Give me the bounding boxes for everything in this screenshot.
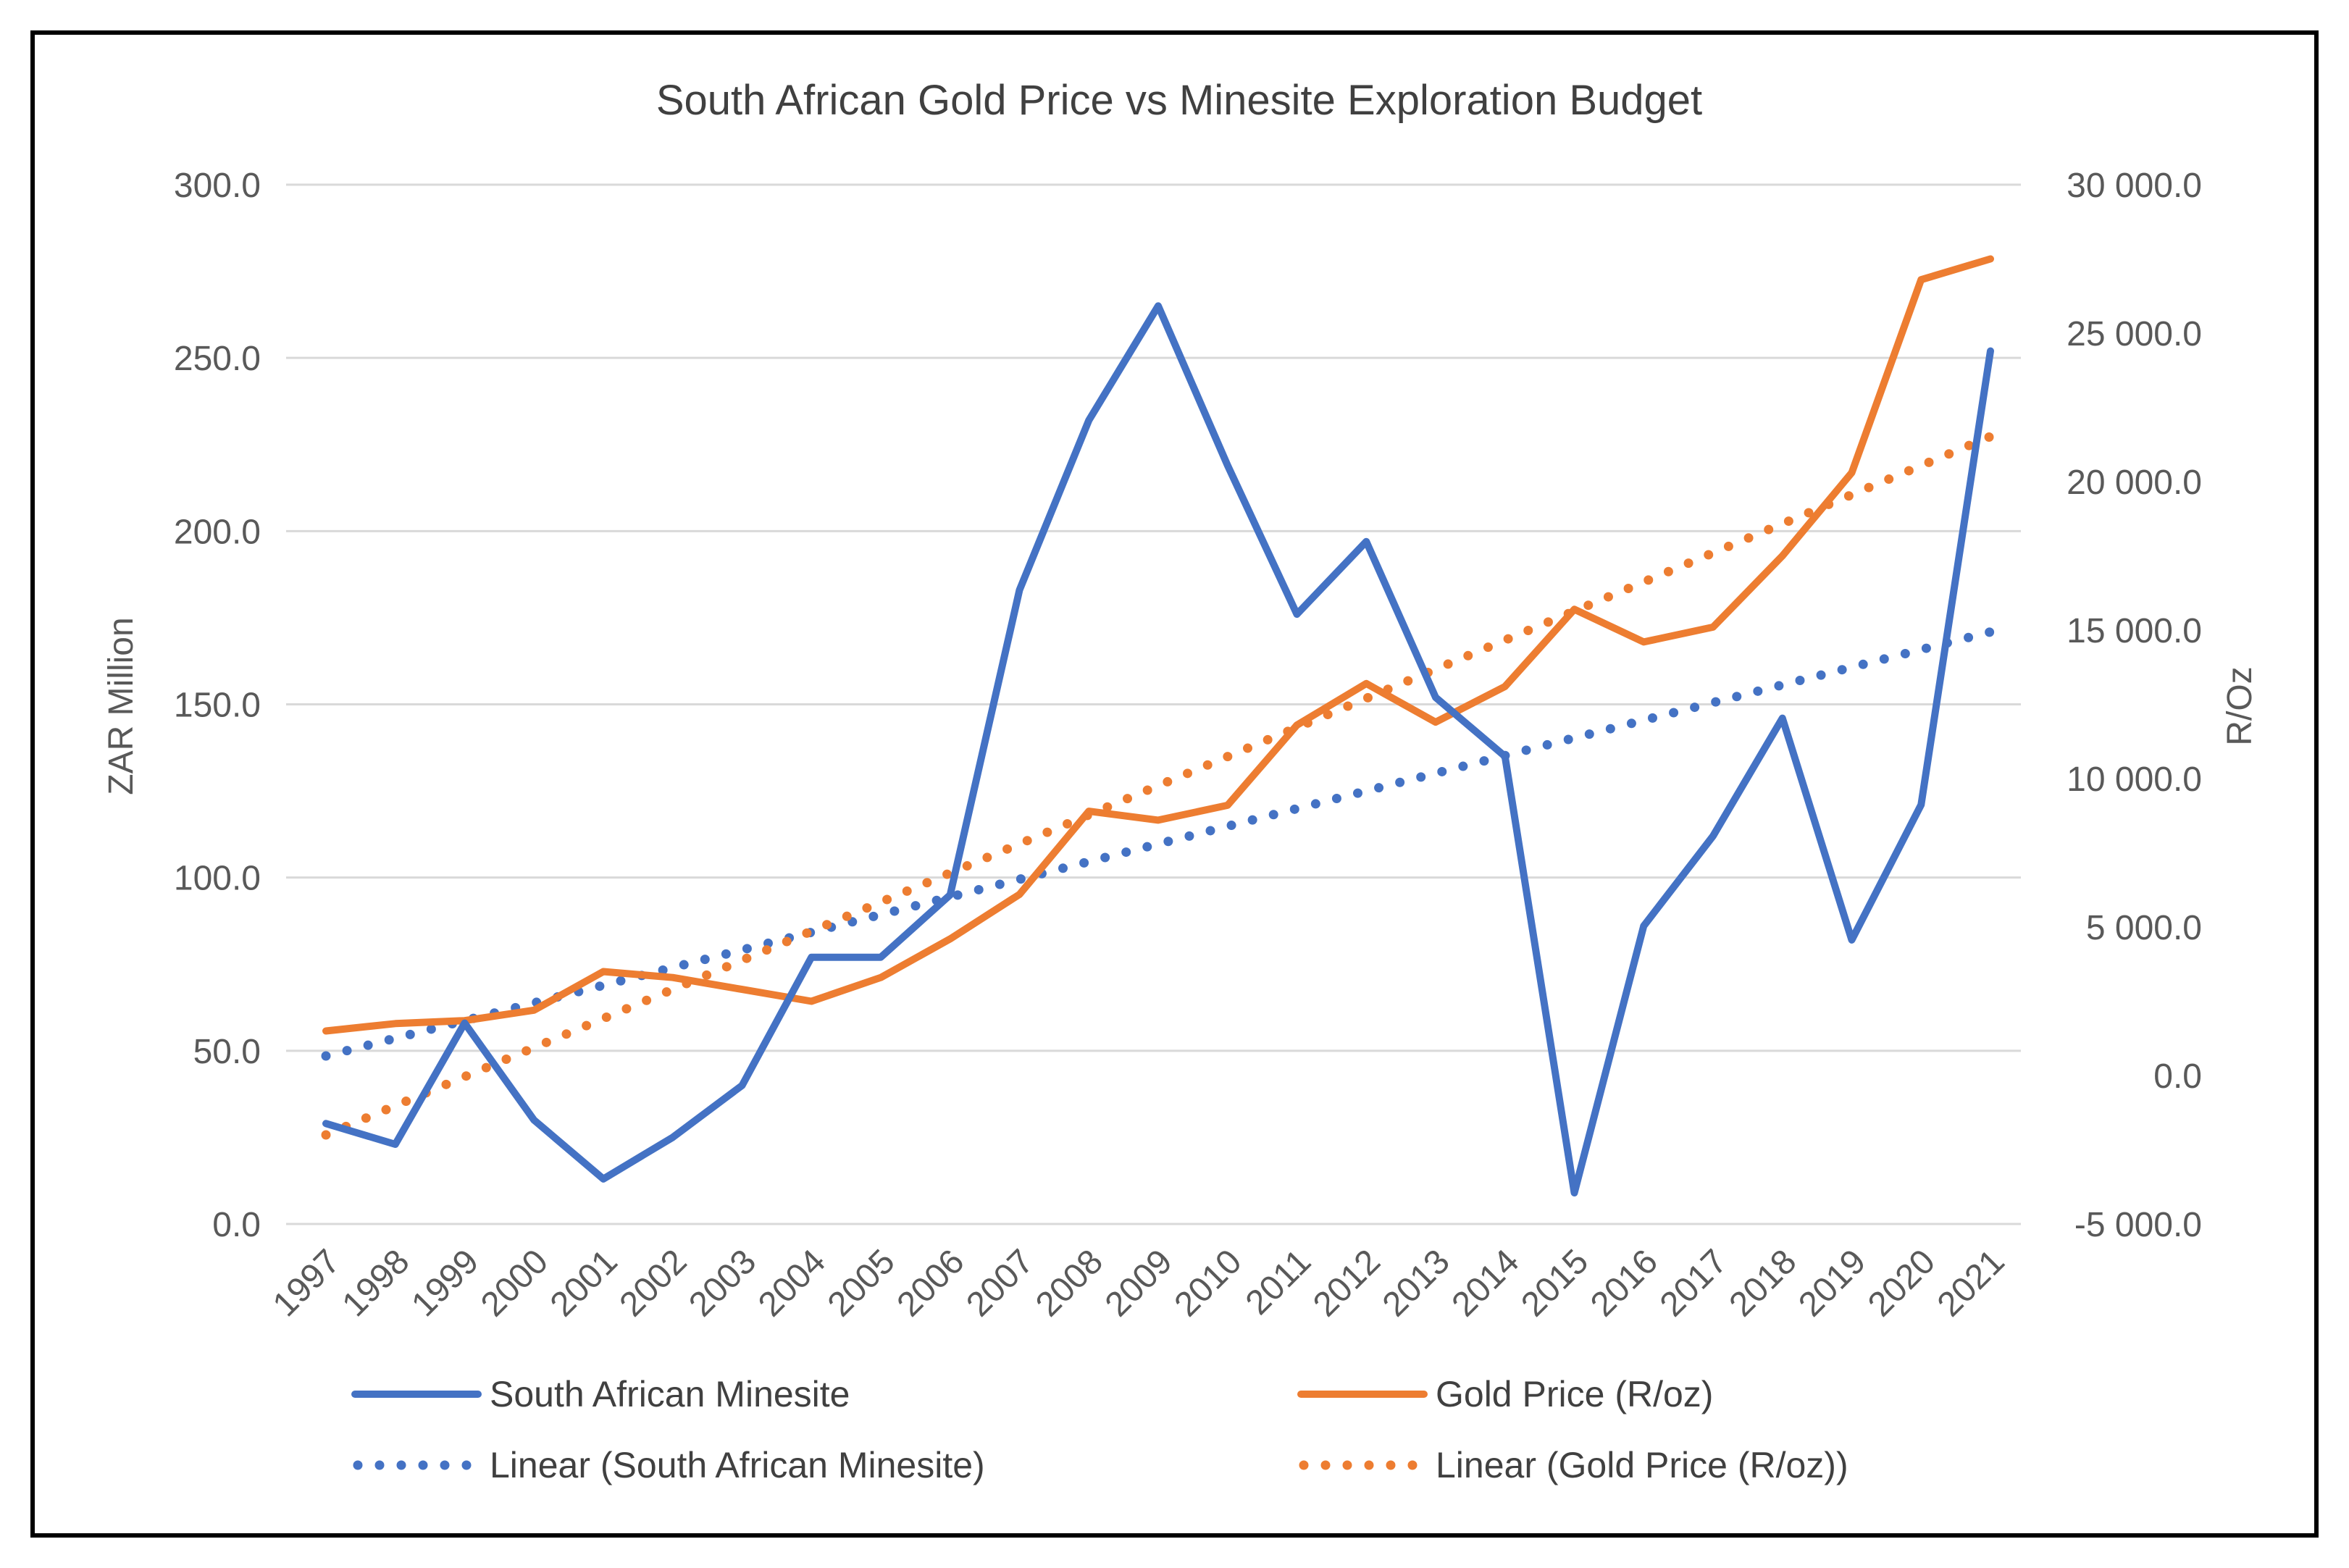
chart-frame — [30, 30, 2319, 1538]
right-tick-label: 0.0 — [2153, 1057, 2202, 1096]
legend-label-linear-minesite: Linear (South African Minesite) — [490, 1445, 985, 1485]
left-tick-label: 200.0 — [174, 513, 261, 551]
legend-label-gold-price: Gold Price (R/oz) — [1436, 1374, 1713, 1414]
series-line-0 — [322, 302, 1994, 1196]
legend: South African Minesite Gold Price (R/oz)… — [351, 1374, 1848, 1485]
gridlines — [286, 183, 2021, 1225]
left-tick-label: 300.0 — [174, 167, 261, 205]
left-tick-label: 50.0 — [193, 1033, 261, 1071]
right-axis-title: R/Oz — [2221, 666, 2259, 745]
left-axis-title: ZAR Million — [102, 617, 141, 795]
series-line-1 — [322, 255, 1994, 1035]
left-tick-label: 150.0 — [174, 687, 261, 725]
left-tick-label: 0.0 — [212, 1206, 261, 1244]
right-tick-label: 30 000.0 — [2067, 167, 2202, 205]
right-tick-label: -5 000.0 — [2074, 1206, 2202, 1244]
right-tick-label: 20 000.0 — [2067, 464, 2202, 502]
right-tick-label: 5 000.0 — [2086, 909, 2202, 947]
right-axis-ticks: -5 000.0 0.0 5 000.0 10 000.0 15 000.0 20 000… — [2067, 167, 2202, 1244]
series-line-3 — [321, 432, 1996, 1140]
series-layer — [321, 255, 1996, 1196]
right-tick-label: 25 000.0 — [2067, 315, 2202, 353]
right-tick-label: 15 000.0 — [2067, 612, 2202, 650]
left-axis-ticks: 0.0 50.0 100.0 150.0 200.0 250.0 300.0 — [174, 167, 261, 1244]
legend-label-minesite: South African Minesite — [490, 1374, 850, 1414]
series-line-2 — [321, 627, 1996, 1061]
left-tick-label: 100.0 — [174, 860, 261, 898]
right-tick-label: 10 000.0 — [2067, 760, 2202, 799]
legend-label-linear-gold-price: Linear (Gold Price (R/oz)) — [1436, 1445, 1848, 1485]
chart-title: South African Gold Price vs Minesite Exp… — [656, 77, 1702, 124]
left-tick-label: 250.0 — [174, 340, 261, 378]
